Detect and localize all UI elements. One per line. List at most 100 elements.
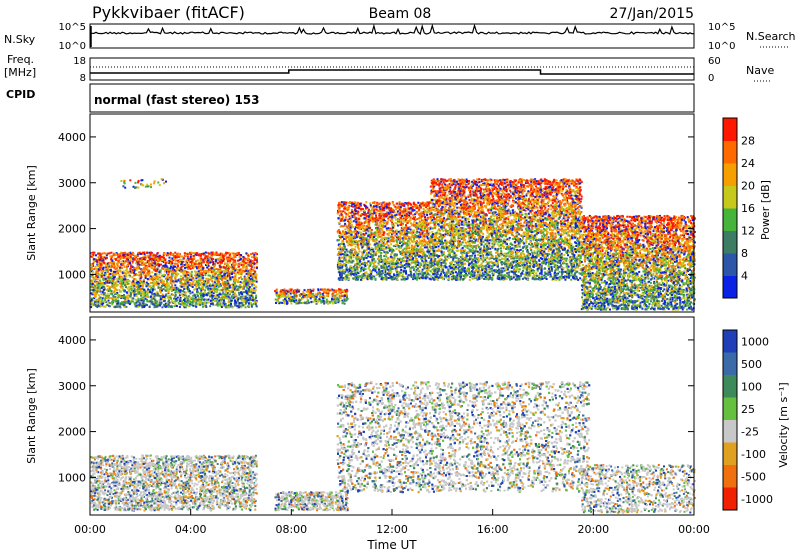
- scatter-cell: [194, 298, 197, 301]
- scatter-cell: [223, 258, 226, 261]
- scatter-cell: [141, 251, 144, 254]
- scatter-cell: [195, 263, 198, 266]
- scatter-cell: [193, 258, 196, 260]
- scatter-cell: [283, 295, 286, 298]
- scatter-cell: [345, 294, 348, 297]
- scatter-cell: [255, 262, 258, 265]
- scatter-cell: [132, 300, 135, 303]
- scatter-cell: [108, 263, 110, 266]
- scatter-cell: [387, 247, 390, 250]
- scatter-cell: [98, 252, 101, 255]
- scatter-cell: [277, 295, 280, 297]
- scatter-cell: [421, 244, 424, 247]
- scatter-cell: [166, 271, 169, 274]
- scatter-cell: [169, 258, 172, 261]
- scatter-cell: [307, 291, 310, 294]
- scatter-cell: [133, 290, 136, 293]
- scatter-cell: [343, 296, 346, 299]
- scatter-cell: [146, 304, 148, 307]
- nave-label: Nave: [746, 64, 774, 77]
- scatter-cell: [181, 261, 184, 264]
- scatter-cell: [111, 300, 114, 303]
- scatter-cell: [146, 185, 149, 188]
- scatter-cell: [139, 300, 142, 303]
- scatter-cell: [150, 278, 153, 281]
- scatter-cell: [378, 249, 381, 252]
- scatter-cell: [130, 293, 132, 296]
- scatter-cell: [213, 287, 216, 290]
- scatter-cell: [132, 251, 134, 254]
- scatter-cell: [104, 297, 107, 300]
- scatter-cell: [199, 252, 201, 255]
- scatter-cell: [139, 282, 142, 285]
- scatter-cell: [210, 251, 213, 254]
- scatter-cell: [200, 289, 203, 292]
- scatter-cell: [107, 280, 110, 282]
- scatter-cell: [104, 257, 107, 260]
- scatter-cell: [308, 295, 311, 298]
- scatter-cell: [104, 282, 107, 285]
- scatter-cell: [123, 181, 126, 184]
- scatter-cell: [200, 264, 203, 266]
- scatter-cell: [93, 294, 96, 296]
- scatter-cell: [311, 295, 314, 298]
- scatter-cell: [195, 277, 198, 280]
- scatter-cell: [160, 259, 163, 262]
- scatter-cell: [309, 293, 311, 296]
- scatter-cell: [147, 254, 150, 257]
- scatter-cell: [110, 251, 113, 254]
- scatter-cell: [232, 280, 235, 283]
- scatter-cell: [131, 262, 134, 264]
- scatter-cell: [239, 297, 242, 300]
- scatter-cell: [355, 204, 358, 207]
- scatter-cell: [331, 298, 334, 301]
- scatter-cell: [193, 284, 196, 287]
- scatter-cell: [174, 270, 177, 273]
- scatter-cell: [170, 261, 173, 264]
- scatter-cell: [322, 297, 324, 300]
- scatter-cell: [205, 298, 208, 301]
- scatter-cell: [102, 270, 104, 273]
- scatter-cell: [129, 291, 132, 294]
- scatter-cell: [186, 277, 189, 280]
- scatter-cell: [187, 279, 190, 282]
- scatter-cell: [137, 305, 140, 308]
- scatter-cell: [91, 256, 94, 258]
- scatter-cell: [120, 180, 123, 182]
- scatter-cell: [235, 297, 238, 300]
- scatter-cell: [190, 251, 193, 254]
- scatter-cell: [209, 269, 211, 271]
- scatter-cell: [124, 277, 127, 279]
- scatter-cell: [231, 273, 233, 275]
- scatter-cell: [143, 306, 146, 308]
- scatter-cell: [91, 302, 94, 305]
- scatter-cell: [255, 257, 257, 260]
- scatter-cell: [119, 267, 121, 269]
- scatter-cell: [155, 254, 157, 257]
- scatter-cell: [211, 294, 213, 297]
- scatter-cell: [122, 278, 125, 281]
- scatter-cell: [129, 287, 132, 290]
- scatter-cell: [132, 185, 135, 188]
- scatter-cell: [159, 298, 162, 301]
- scatter-cell: [248, 290, 251, 293]
- scatter-cell: [190, 259, 193, 262]
- scatter-cell: [202, 304, 205, 307]
- scatter-cell: [251, 282, 254, 285]
- scatter-cell: [98, 289, 101, 292]
- nave-tick-top: 60: [708, 56, 721, 67]
- scatter-cell: [92, 270, 95, 273]
- scatter-cell: [360, 228, 363, 231]
- scatter-cell: [364, 264, 366, 267]
- scatter-cell: [298, 289, 301, 291]
- freq-panel: [89, 57, 695, 81]
- scatter-cell: [216, 270, 219, 273]
- scatter-cell: [170, 270, 173, 273]
- scatter-cell: [184, 296, 187, 298]
- scatter-cell: [133, 270, 136, 273]
- scatter-cell: [156, 277, 158, 280]
- scatter-cell: [307, 299, 310, 302]
- scatter-cell: [159, 304, 161, 307]
- scatter-cell: [172, 256, 175, 259]
- scatter-cell: [159, 291, 162, 294]
